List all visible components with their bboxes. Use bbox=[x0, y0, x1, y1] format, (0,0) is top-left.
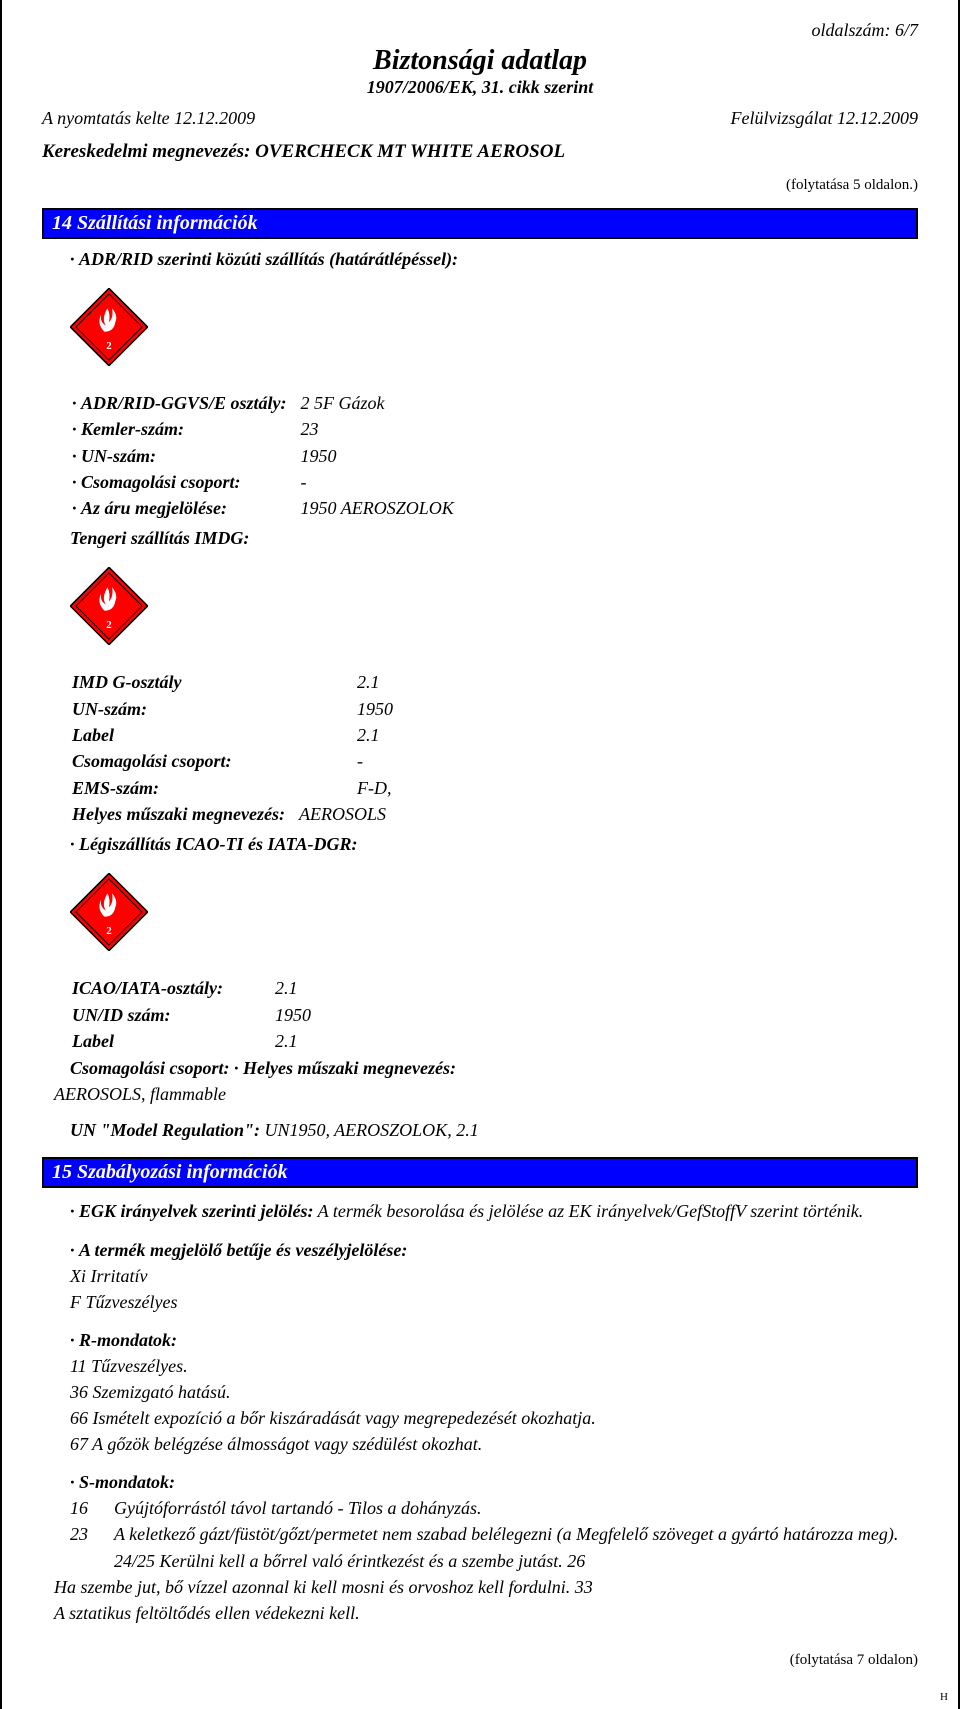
imdg-label-val: 2.1 bbox=[297, 723, 393, 747]
svg-text:2: 2 bbox=[106, 925, 111, 937]
continued-next: (folytatása 7 oldalon) bbox=[42, 1652, 918, 1669]
r36: 36 Szemizgató hatású. bbox=[70, 1382, 231, 1402]
icao-heading: Légiszállítás ICAO-TI és IATA-DGR: bbox=[42, 834, 918, 855]
page-number: oldalszám: 6/7 bbox=[42, 20, 918, 41]
imdg-proper-label: Helyes műszaki megnevezés: bbox=[72, 802, 295, 826]
imdg-pack-label: Csomagolási csoport: bbox=[72, 749, 295, 773]
imdg-table: IMD G-osztály2.1 UN-szám:1950 Label2.1 C… bbox=[70, 668, 395, 828]
revision-date: Felülvizsgálat 12.12.2009 bbox=[731, 108, 919, 129]
imdg-class-label: IMD G-osztály bbox=[72, 670, 295, 694]
xi-line: Xi Irritatív bbox=[70, 1266, 148, 1286]
adr-pack-val: - bbox=[299, 470, 454, 494]
icao-pack-proper: Csomagolási csoport: · Helyes műszaki me… bbox=[70, 1055, 918, 1081]
s-heading: S-mondatok: bbox=[70, 1472, 175, 1492]
flammable-diamond-icon: 2 bbox=[70, 288, 148, 366]
egk-text: A termék besorolása és jelölése az EK ir… bbox=[318, 1201, 864, 1221]
dates-row: A nyomtatás kelte 12.12.2009 Felülvizsgá… bbox=[42, 108, 918, 129]
icao-pack-proper-label: Csomagolási csoport: · Helyes műszaki me… bbox=[70, 1058, 456, 1078]
svg-text:2: 2 bbox=[106, 340, 111, 352]
continued-from: (folytatása 5 oldalon.) bbox=[42, 177, 918, 194]
print-date: A nyomtatás kelte 12.12.2009 bbox=[42, 108, 255, 129]
model-reg-label: UN "Model Regulation": bbox=[70, 1120, 260, 1140]
flammable-diamond-icon: 2 bbox=[70, 873, 148, 951]
trade-name: Kereskedelmi megnevezés: OVERCHECK MT WH… bbox=[42, 141, 918, 163]
egk-line: EGK irányelvek szerinti jelölés: A termé… bbox=[70, 1198, 918, 1224]
adr-table: ADR/RID-GGVS/E osztály:2 5F Gázok Kemler… bbox=[70, 389, 456, 522]
egk-label: EGK irányelvek szerinti jelölés: bbox=[70, 1201, 313, 1221]
imdg-class-val: 2.1 bbox=[297, 670, 393, 694]
adr-un-label: UN-szám: bbox=[72, 444, 297, 468]
imdg-label-label: Label bbox=[72, 723, 295, 747]
icao-class-val: 2.1 bbox=[235, 976, 311, 1000]
imdg-heading: Tengeri szállítás IMDG: bbox=[42, 528, 918, 549]
kemler-val: 23 bbox=[299, 417, 454, 441]
imdg-un-val: 1950 bbox=[297, 697, 393, 721]
s23: A keletkező gázt/füstöt/gőzt/permetet ne… bbox=[114, 1521, 918, 1573]
adr-un-val: 1950 bbox=[299, 444, 454, 468]
f-line: F Tűzveszélyes bbox=[70, 1292, 177, 1312]
icao-label-val: 2.1 bbox=[235, 1029, 311, 1053]
footer-h: H bbox=[940, 1691, 948, 1703]
s33: A sztatikus feltöltődés ellen védekezni … bbox=[54, 1600, 918, 1626]
imdg-ems-label: EMS-szám: bbox=[72, 776, 295, 800]
imdg-un-label: UN-szám: bbox=[72, 697, 295, 721]
s-block: S-mondatok: 16Gyújtóforrástól távol tart… bbox=[70, 1469, 918, 1626]
r66: 66 Ismételt expozíció a bőr kiszáradását… bbox=[70, 1408, 596, 1428]
r-block: R-mondatok: 11 Tűzveszélyes. 36 Szemizga… bbox=[70, 1327, 918, 1457]
section-15-band: 15 Szabályozási információk bbox=[42, 1157, 918, 1188]
doc-title: Biztonsági adatlap bbox=[42, 45, 918, 77]
adr-goods-val: 1950 AEROSZOLOK bbox=[299, 496, 454, 520]
adr-class-val: 2 5F Gázok bbox=[299, 391, 454, 415]
prod-label-block: A termék megjelölő betűje és veszélyjelö… bbox=[70, 1237, 918, 1315]
icao-un-label: UN/ID szám: bbox=[72, 1003, 233, 1027]
imdg-pack-val: - bbox=[297, 749, 393, 773]
flammable-diamond-icon: 2 bbox=[70, 567, 148, 645]
model-reg-val: UN1950, AEROSZOLOK, 2.1 bbox=[265, 1120, 479, 1140]
doc-subtitle: 1907/2006/EK, 31. cikk szerint bbox=[42, 77, 918, 98]
r-heading: R-mondatok: bbox=[70, 1330, 177, 1350]
s16: Gyújtóforrástól távol tartandó - Tilos a… bbox=[114, 1495, 482, 1521]
kemler-label: Kemler-szám: bbox=[72, 417, 297, 441]
icao-table: ICAO/IATA-osztály:2.1 UN/ID szám:1950 La… bbox=[70, 974, 313, 1055]
adr-class-label: ADR/RID-GGVS/E osztály: bbox=[72, 391, 297, 415]
adr-goods-label: Az áru megjelölése: bbox=[72, 496, 297, 520]
s26: Ha szembe jut, bő vízzel azonnal ki kell… bbox=[54, 1574, 918, 1600]
s16-num: 16 bbox=[70, 1495, 114, 1521]
icao-proper-val: AEROSOLS, flammable bbox=[54, 1081, 918, 1107]
r67: 67 A gőzök belégzése álmosságot vagy szé… bbox=[70, 1434, 482, 1454]
icao-un-val: 1950 bbox=[235, 1003, 311, 1027]
sds-page: oldalszám: 6/7 Biztonsági adatlap 1907/2… bbox=[0, 0, 960, 1709]
s23-num: 23 bbox=[70, 1521, 114, 1573]
r11: 11 Tűzveszélyes. bbox=[70, 1356, 188, 1376]
svg-text:2: 2 bbox=[106, 619, 111, 631]
imdg-proper-val: AEROSOLS bbox=[297, 802, 393, 826]
model-reg: UN "Model Regulation": UN1950, AEROSZOLO… bbox=[70, 1117, 918, 1143]
adr-pack-label: Csomagolási csoport: bbox=[72, 470, 297, 494]
imdg-ems-val: F-D, bbox=[297, 776, 393, 800]
icao-label-label: Label bbox=[72, 1029, 233, 1053]
icao-class-label: ICAO/IATA-osztály: bbox=[72, 976, 233, 1000]
adr-heading: ADR/RID szerinti közúti szállítás (határ… bbox=[42, 249, 918, 270]
prod-label-heading: A termék megjelölő betűje és veszélyjelö… bbox=[70, 1240, 407, 1260]
section-14-band: 14 Szállítási információk bbox=[42, 208, 918, 239]
